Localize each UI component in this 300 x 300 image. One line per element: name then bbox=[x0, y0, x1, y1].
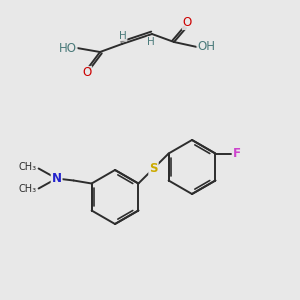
Text: OH: OH bbox=[197, 40, 215, 53]
Text: N: N bbox=[52, 172, 61, 185]
Text: H: H bbox=[119, 31, 127, 41]
Text: O: O bbox=[82, 67, 91, 80]
Text: CH₃: CH₃ bbox=[19, 163, 37, 172]
Text: CH₃: CH₃ bbox=[19, 184, 37, 194]
Text: O: O bbox=[182, 16, 192, 29]
Text: HO: HO bbox=[59, 41, 77, 55]
Text: F: F bbox=[232, 147, 240, 160]
Text: S: S bbox=[149, 162, 158, 175]
Text: H: H bbox=[147, 37, 155, 47]
